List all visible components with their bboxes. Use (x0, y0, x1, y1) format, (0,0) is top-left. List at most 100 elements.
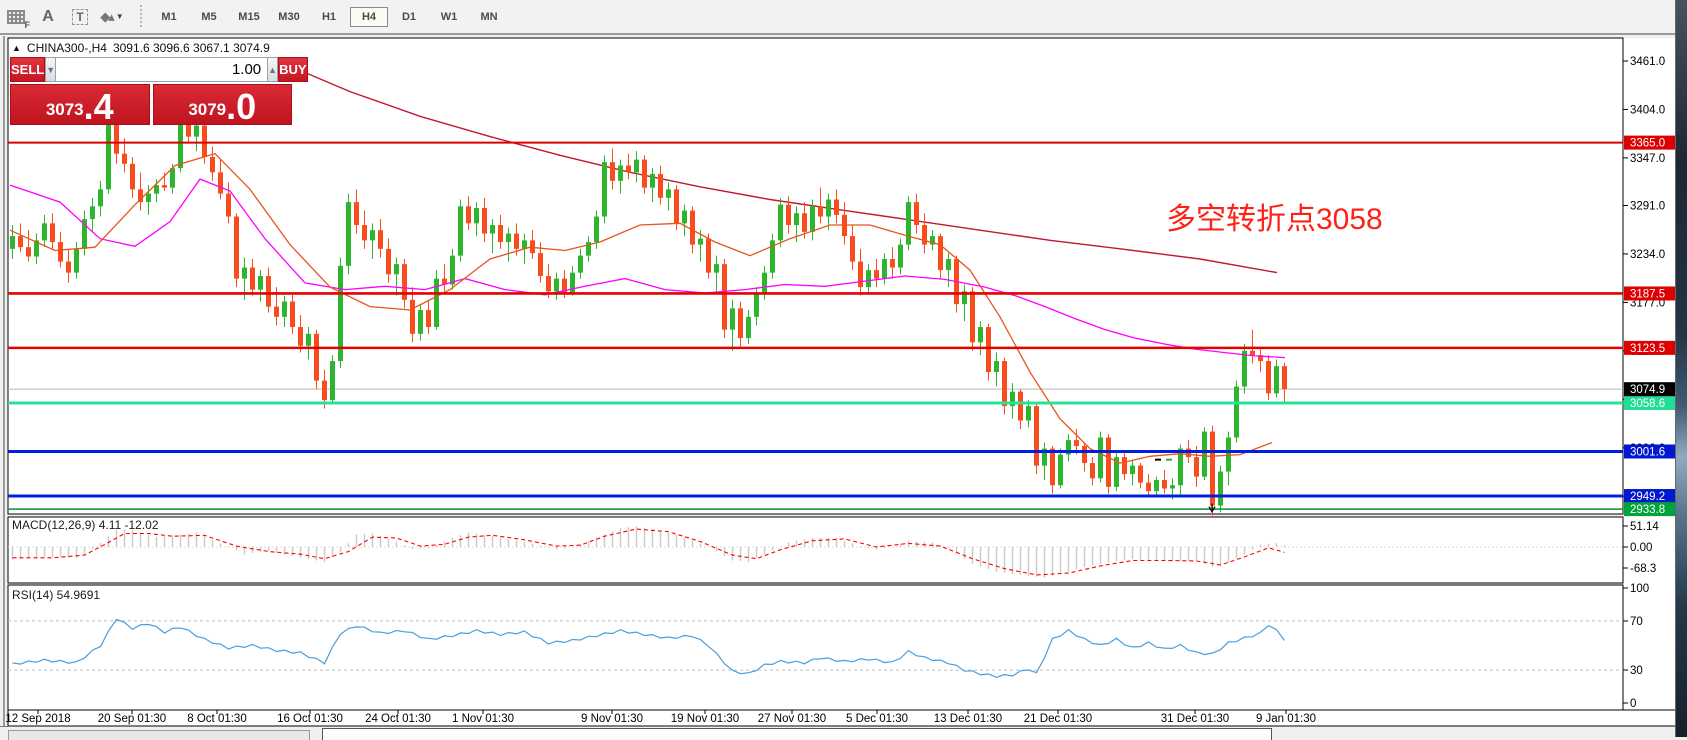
chart-tab-inactive[interactable] (8, 730, 310, 740)
candle-31 (258, 276, 263, 290)
sell-price-box[interactable]: 3073.4 (10, 84, 150, 125)
candle-59 (482, 208, 487, 234)
candle-60 (490, 225, 495, 234)
candle-138 (1114, 457, 1119, 487)
timeframe-M1[interactable]: M1 (161, 10, 177, 23)
candle-137 (1106, 437, 1111, 487)
candle-105 (850, 236, 855, 262)
candle-106 (858, 261, 863, 288)
level-3187.5-badge (1624, 286, 1676, 301)
candle-129 (1042, 448, 1047, 466)
volume-increase-button[interactable]: ▲ (267, 57, 279, 82)
price-tick-3404: 3404.0 (1630, 104, 1665, 116)
level-3365-badge (1624, 135, 1676, 150)
candle-111 (898, 244, 903, 268)
rsi-line (12, 618, 1285, 679)
svg-text:2949.2: 2949.2 (1630, 491, 1665, 503)
candle-95 (770, 240, 775, 273)
candle-64 (522, 240, 527, 249)
sell-price-frac: .4 (83, 86, 114, 128)
date-label-10: 13 Dec 01:30 (934, 713, 1002, 725)
ma-magenta (9, 178, 1286, 359)
timeframe-M5[interactable]: M5 (201, 10, 217, 23)
buy-button[interactable]: BUY (278, 57, 308, 82)
candle-74 (602, 162, 607, 217)
window-left-edge (3, 36, 5, 737)
macd-scale--68.3: -68.3 (1630, 563, 1656, 575)
candle-102 (826, 199, 831, 217)
text-box-icon[interactable]: T (65, 4, 95, 30)
buy-price-box[interactable]: 3079.0 (152, 84, 292, 125)
candle-124 (1002, 361, 1007, 407)
trade-controls-row: SELL ▼ ▲ BUY (10, 57, 308, 82)
vertical-scrollbar[interactable] (1675, 0, 1687, 737)
candle-142 (1146, 482, 1151, 492)
candle-14 (122, 153, 127, 164)
grid-glyph: F (7, 9, 30, 30)
candle-53 (434, 278, 439, 328)
candle-18 (154, 185, 159, 194)
indicator-grid-icon[interactable]: F (1, 4, 31, 30)
candle-28 (234, 216, 239, 279)
candle-145 (1170, 485, 1175, 489)
candle-125 (1010, 391, 1015, 407)
chart-annotation-text: 多空转折点3058 (1166, 203, 1383, 236)
candle-67 (546, 276, 551, 292)
candle-63 (514, 233, 519, 249)
rsi-label: RSI(14) 54.9691 (12, 588, 101, 602)
candle-20 (170, 168, 175, 188)
date-label-13: 9 Jan 01:30 (1256, 713, 1316, 725)
shapes-icon[interactable]: ◆▴ ▼ (100, 8, 124, 24)
svg-text:2933.8: 2933.8 (1630, 504, 1665, 516)
sell-price-main: 3073 (45, 100, 84, 119)
candle-128 (1034, 406, 1039, 466)
timeframe-H4[interactable]: H4 (350, 6, 388, 27)
timeframe-M15[interactable]: M15 (238, 10, 260, 23)
volume-decrease-button[interactable]: ▼ (45, 57, 57, 82)
timeframe-M30[interactable]: M30 (278, 10, 300, 23)
candle-48 (394, 264, 399, 275)
candle-79 (642, 159, 647, 188)
price-tick-3461: 3461.0 (1630, 56, 1665, 68)
svg-text:3123.5: 3123.5 (1630, 343, 1665, 355)
one-click-trading-widget: SELL ▼ ▲ BUY 3073.4 3079.0 (10, 57, 308, 125)
buy-price-main: 3079 (188, 100, 227, 119)
rsi-scale-100: 100 (1630, 583, 1649, 595)
candle-90 (730, 308, 735, 330)
candle-80 (650, 174, 655, 188)
candle-65 (530, 240, 535, 254)
candle-120 (970, 291, 975, 343)
candle-152 (1226, 437, 1231, 472)
level-2933.8-badge (1624, 502, 1676, 517)
timeframe-W1[interactable]: W1 (440, 10, 458, 23)
chart-tab-active[interactable] (322, 728, 1272, 740)
candle-70 (570, 272, 575, 294)
sell-button[interactable]: SELL (10, 57, 46, 82)
timeframe-H1[interactable]: H1 (321, 10, 337, 23)
collapse-triangle-icon[interactable]: ▲ (12, 43, 21, 53)
candle-49 (402, 264, 407, 300)
timeframe-MN[interactable]: MN (480, 10, 498, 23)
candle-75 (610, 162, 615, 181)
text-label-icon[interactable]: A (42, 7, 54, 25)
volume-input[interactable] (56, 57, 268, 82)
candle-43 (354, 202, 359, 226)
candle-123 (994, 361, 999, 373)
candle-8 (74, 248, 79, 273)
symbol-name: CHINA300-,H4 (26, 41, 107, 55)
timeframe-D1[interactable]: D1 (401, 10, 417, 23)
candle-2 (26, 247, 31, 257)
candle-85 (690, 210, 695, 245)
candle-22 (186, 114, 191, 137)
candle-44 (362, 225, 367, 241)
candle-21 (178, 114, 183, 169)
candle-45 (370, 230, 375, 241)
candle-87 (706, 238, 711, 273)
candle-25 (210, 157, 215, 173)
candle-155 (1250, 350, 1255, 356)
candle-130 (1050, 448, 1055, 486)
candle-86 (698, 238, 703, 245)
date-label-7: 19 Nov 01:30 (671, 713, 739, 725)
candle-151 (1218, 471, 1223, 506)
